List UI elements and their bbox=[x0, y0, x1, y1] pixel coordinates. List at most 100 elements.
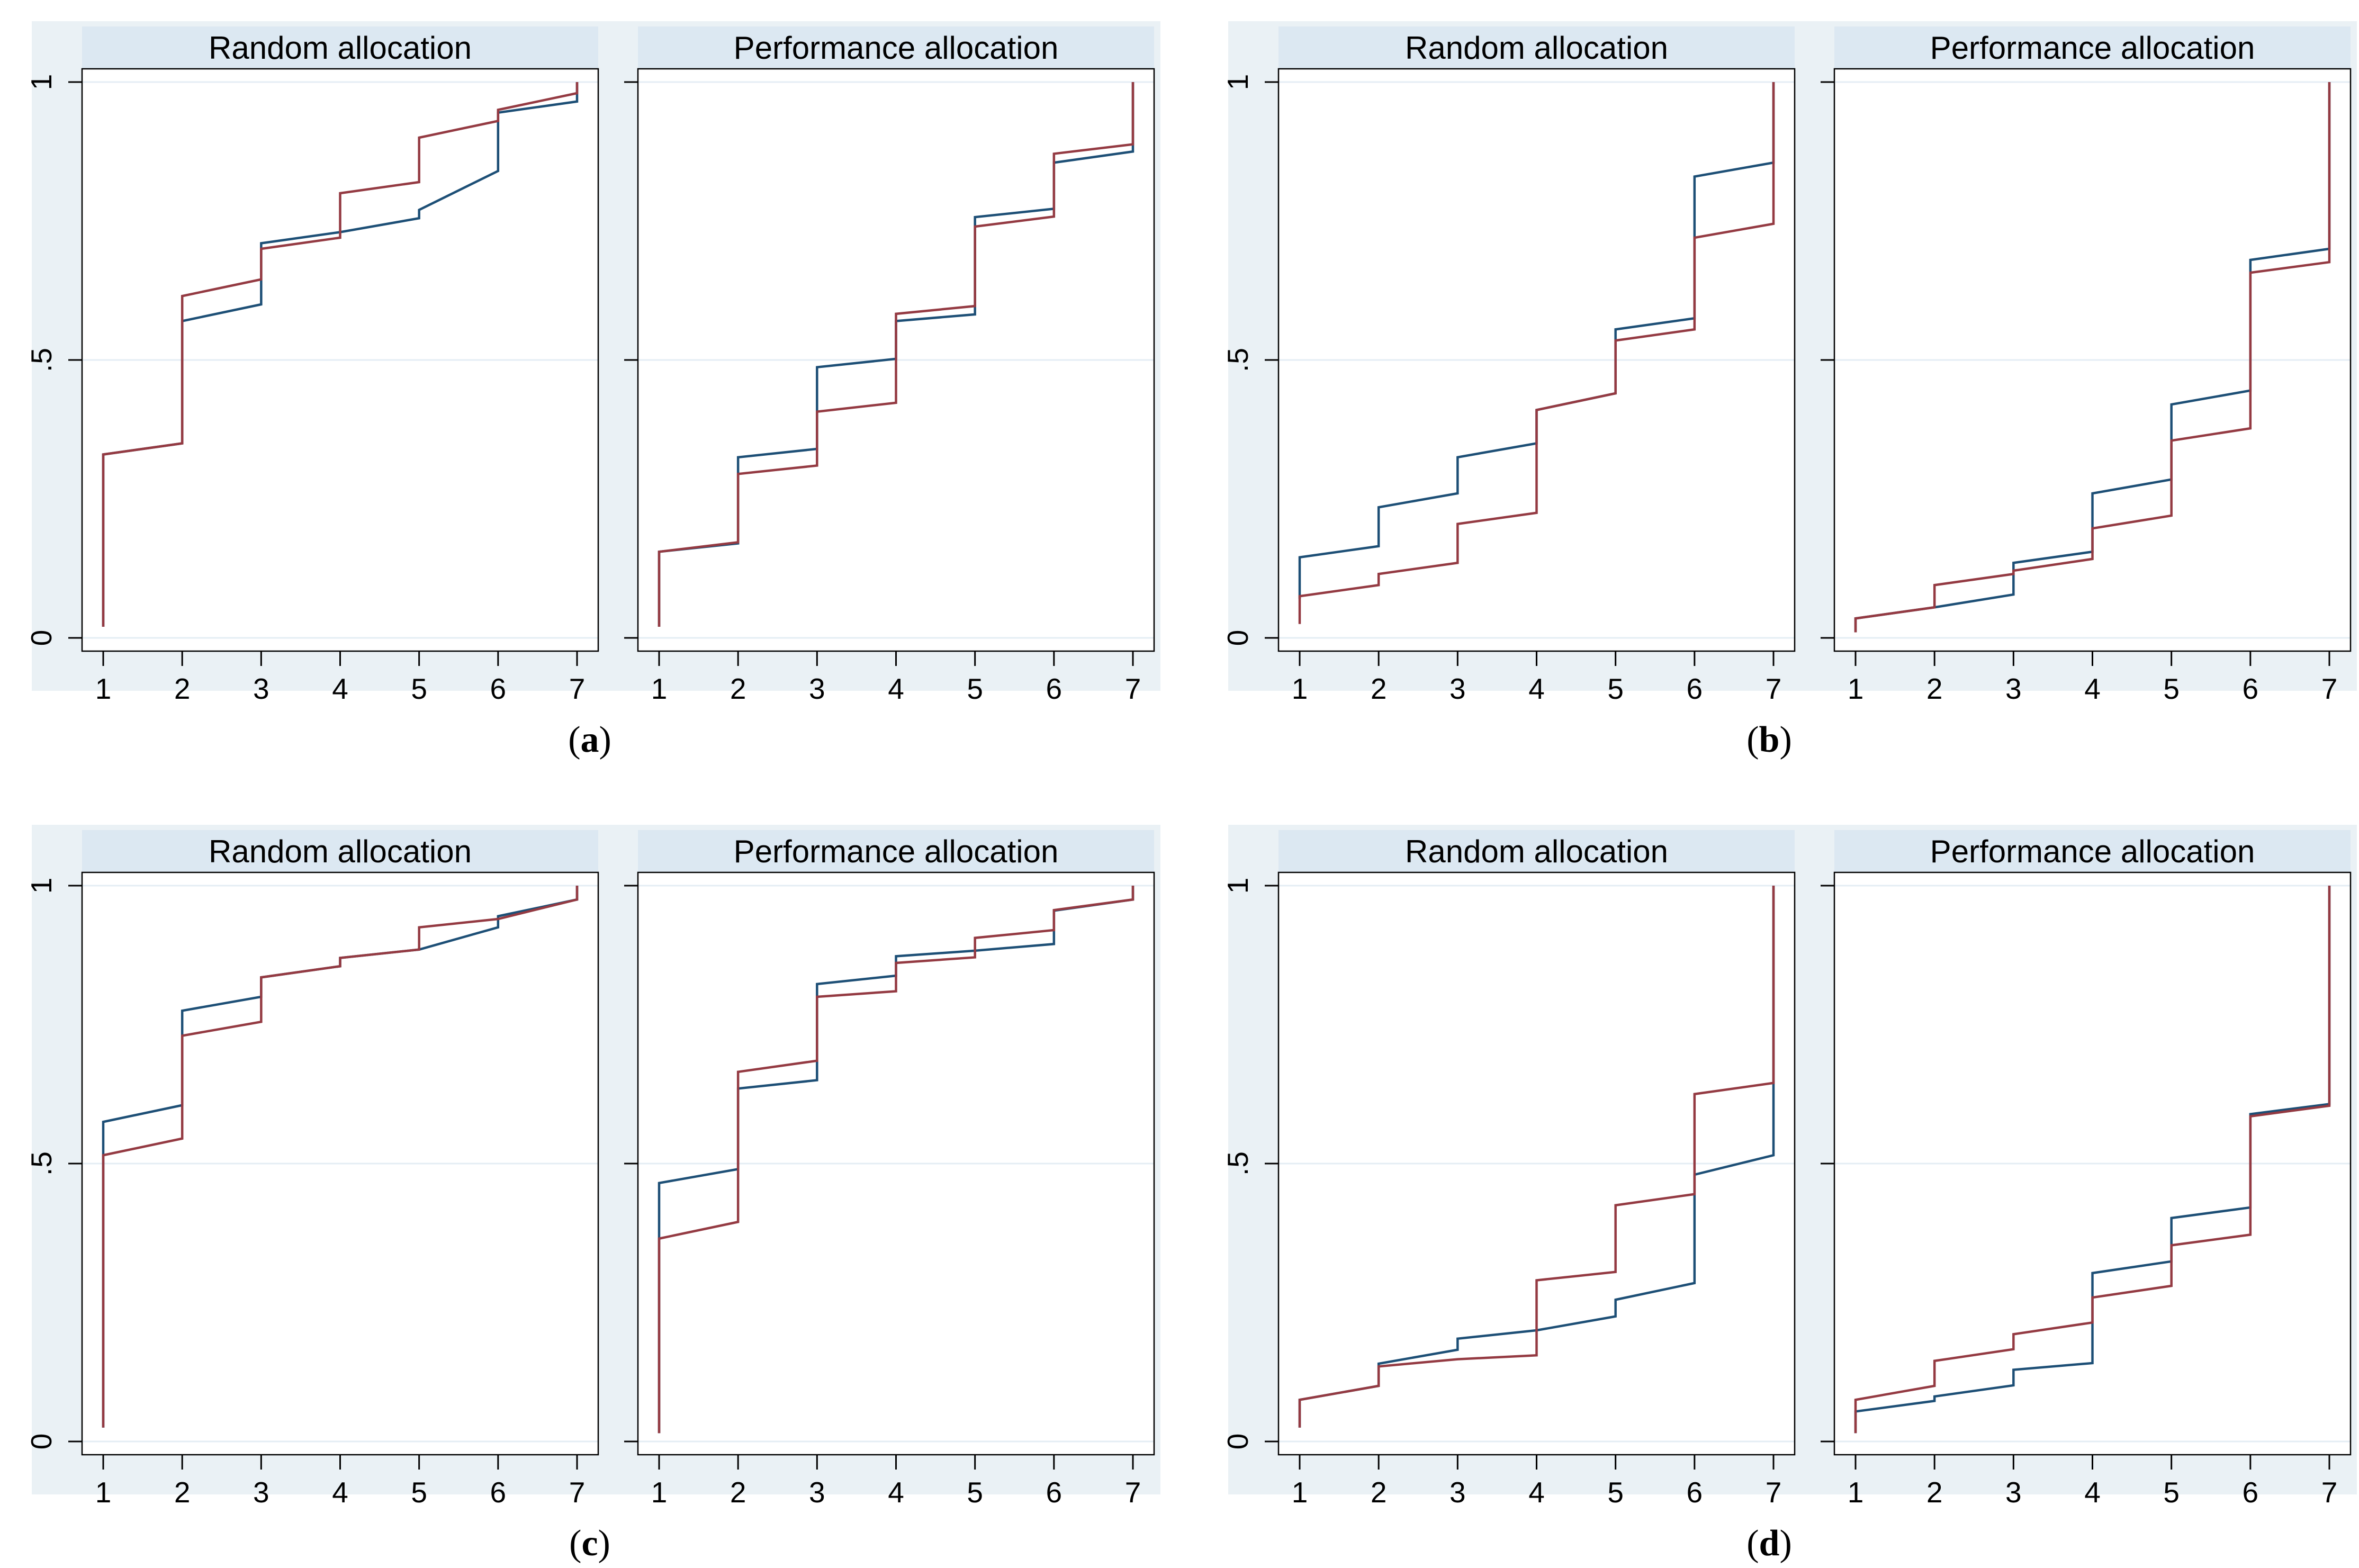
plot-area: 1 2 3 4 5 6 7 0 .5 1 bbox=[1221, 68, 1796, 705]
x-tick-label: 3 bbox=[2005, 672, 2022, 705]
x-tick-label: 2 bbox=[1926, 672, 1943, 705]
x-tick-label: 7 bbox=[1125, 1476, 1141, 1509]
subplot-title: Random allocation bbox=[1278, 830, 1795, 872]
panel-a: Random allocation 1 2 3 4 5 6 7 0.5 1 Performance … bbox=[25, 21, 1160, 705]
panel-b: Random allocation 1 2 3 4 5 6 7 0 .5 1 Performance … bbox=[1221, 21, 2357, 705]
x-tick-label: 2 bbox=[174, 1476, 191, 1509]
y-tick-label: .5 bbox=[1221, 1151, 1254, 1176]
x-tick-label: 6 bbox=[2243, 1476, 2259, 1509]
subplot-random: Random allocation 1 2 3 4 5 6 7 0 .5 1 bbox=[25, 825, 599, 1509]
x-tick-label: 4 bbox=[888, 672, 904, 705]
y-tick-label: 0 bbox=[1221, 1434, 1254, 1450]
x-tick-label: 7 bbox=[569, 672, 586, 705]
x-tick-label: 3 bbox=[809, 1476, 825, 1509]
y-tick-label: 1 bbox=[1221, 74, 1254, 91]
x-tick-label: 6 bbox=[490, 1476, 507, 1509]
subplot-performance: Performance allocation 1 2 3 4 5 6 7 bbox=[624, 825, 1155, 1509]
panel-caption-b: (b) bbox=[1746, 719, 1792, 760]
y-tick-label: 0 bbox=[1221, 630, 1254, 646]
caption-letter: b bbox=[1759, 719, 1780, 760]
y-tick-label: .5 bbox=[25, 1151, 58, 1176]
subplot-title: Random allocation bbox=[1278, 26, 1795, 69]
x-tick-label: 1 bbox=[1848, 672, 1864, 705]
subplot-random: Random allocation 1 2 3 4 5 6 7 0 .5 1 bbox=[1221, 825, 1796, 1509]
x-tick-label: 3 bbox=[253, 672, 269, 705]
x-tick-label: 5 bbox=[967, 1476, 983, 1509]
cdf-plot: 1 2 3 4 5 6 7 bbox=[624, 68, 1155, 705]
x-tick-label: 7 bbox=[569, 1476, 586, 1509]
y-tick-label: 1 bbox=[1221, 878, 1254, 894]
y-tick-label: 1 bbox=[25, 878, 58, 894]
x-tick-label: 2 bbox=[1371, 1476, 1387, 1509]
subplot-performance: Performance allocation 1 2 3 4 5 6 7 bbox=[1821, 825, 2352, 1509]
plot-area: 1 2 3 4 5 6 7 bbox=[624, 68, 1155, 705]
subplot-title: Performance allocation bbox=[1834, 830, 2351, 872]
x-tick-label: 2 bbox=[1926, 1476, 1943, 1509]
x-tick-label: 6 bbox=[1687, 672, 1703, 705]
subplot-title: Random allocation bbox=[82, 26, 598, 69]
y-tick-label: .5 bbox=[1221, 348, 1254, 372]
caption-letter: d bbox=[1759, 1523, 1780, 1564]
x-tick-label: 6 bbox=[490, 672, 507, 705]
x-tick-label: 4 bbox=[2084, 672, 2101, 705]
caption-letter: a bbox=[580, 719, 599, 760]
x-tick-label: 5 bbox=[1607, 672, 1624, 705]
x-tick-label: 7 bbox=[2321, 1476, 2338, 1509]
x-tick-label: 7 bbox=[1766, 672, 1782, 705]
x-tick-label: 2 bbox=[730, 1476, 746, 1509]
subplot-random: Random allocation 1 2 3 4 5 6 7 0 .5 1 bbox=[25, 21, 599, 705]
x-tick-label: 4 bbox=[888, 1476, 904, 1509]
series-maroon-cdf bbox=[658, 82, 1135, 627]
x-tick-label: 3 bbox=[1449, 1476, 1466, 1509]
x-tick-label: 5 bbox=[2163, 672, 2180, 705]
y-tick-label: .5 bbox=[25, 348, 58, 372]
subplot-performance: Performance allocation 1 2 3 4 5 6 7 bbox=[624, 21, 1155, 705]
x-tick-label: 5 bbox=[411, 672, 427, 705]
cdf-plot: 1 2 3 4 5 6 7 0 .5 1 bbox=[25, 68, 599, 705]
x-tick-label: 6 bbox=[1046, 672, 1063, 705]
x-tick-label: 1 bbox=[95, 672, 112, 705]
x-tick-label: 6 bbox=[1687, 1476, 1703, 1509]
x-tick-label: 1 bbox=[95, 1476, 112, 1509]
cdf-plot: 1 2 3 4 5 6 7 0 .5 1 bbox=[1221, 68, 1796, 705]
panel-caption-c: (c) bbox=[569, 1523, 610, 1564]
x-tick-label: 4 bbox=[1528, 1476, 1545, 1509]
cdf-plot: 1 2 3 4 5 6 7 bbox=[624, 871, 1155, 1509]
series-maroon-cdf bbox=[1298, 82, 1775, 624]
x-tick-label: 1 bbox=[651, 1476, 668, 1509]
subplot-title: Performance allocation bbox=[1834, 26, 2351, 69]
series-maroon-cdf bbox=[102, 82, 579, 627]
x-tick-label: 1 bbox=[651, 672, 668, 705]
plot-area: 1 2 3 4 5 6 7 0 .5 1 bbox=[25, 68, 599, 705]
series-maroon-cdf bbox=[658, 886, 1135, 1434]
x-tick-label: 5 bbox=[2163, 1476, 2180, 1509]
plot-area: 1 2 3 4 5 6 7 bbox=[624, 871, 1155, 1509]
plot-area: 1 2 3 4 5 6 7 bbox=[1821, 871, 2352, 1509]
x-tick-label: 5 bbox=[967, 672, 983, 705]
plot-area: 1 2 3 4 5 6 7 bbox=[1821, 68, 2352, 705]
x-tick-label: 7 bbox=[2321, 672, 2338, 705]
series-maroon-cdf bbox=[1854, 886, 2331, 1434]
x-tick-label: 4 bbox=[332, 672, 348, 705]
x-tick-label: 1 bbox=[1848, 1476, 1864, 1509]
x-tick-label: 3 bbox=[253, 1476, 269, 1509]
cdf-plot: 1 2 3 4 5 6 7 0 .5 1 bbox=[1221, 871, 1796, 1509]
subplot-title: Performance allocation bbox=[638, 830, 1154, 872]
plot-area: 1 2 3 4 5 6 7 0 .5 1 bbox=[25, 871, 599, 1509]
x-tick-label: 4 bbox=[332, 1476, 348, 1509]
x-tick-label: 2 bbox=[174, 672, 191, 705]
x-tick-label: 5 bbox=[411, 1476, 427, 1509]
x-tick-label: 6 bbox=[2243, 672, 2259, 705]
plot-area: 1 2 3 4 5 6 7 0 .5 1 bbox=[1221, 871, 1796, 1509]
series-maroon-cdf bbox=[102, 886, 579, 1428]
y-tick-label: 0 bbox=[25, 1434, 58, 1450]
x-tick-label: 3 bbox=[1449, 672, 1466, 705]
subplot-performance: Performance allocation 1 2 3 4 5 6 7 bbox=[1821, 21, 2352, 705]
caption-letter: c bbox=[581, 1523, 598, 1564]
x-tick-label: 5 bbox=[1607, 1476, 1624, 1509]
cdf-plot: 1 2 3 4 5 6 7 bbox=[1821, 871, 2352, 1509]
x-tick-label: 7 bbox=[1766, 1476, 1782, 1509]
x-tick-label: 3 bbox=[2005, 1476, 2022, 1509]
panel-caption-d: (d) bbox=[1746, 1523, 1792, 1564]
